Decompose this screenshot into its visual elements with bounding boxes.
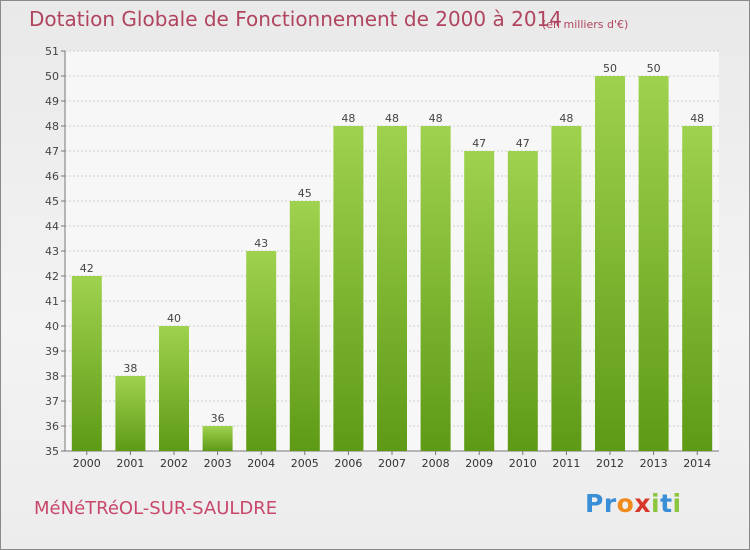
bar-value-label: 47 <box>516 137 530 150</box>
y-tick-label: 46 <box>45 170 59 183</box>
logo-letter: i <box>672 489 682 518</box>
x-tick-label: 2010 <box>509 457 537 470</box>
bar-value-label: 43 <box>254 237 268 250</box>
bar-value-label: 38 <box>123 362 137 375</box>
logo-letter: P <box>585 489 604 518</box>
y-tick-label: 51 <box>45 45 59 58</box>
bar-value-label: 50 <box>603 62 617 75</box>
y-tick-label: 44 <box>45 220 59 233</box>
x-tick-label: 2005 <box>291 457 319 470</box>
logo-letter: r <box>603 489 617 518</box>
proxiti-logo: Proxiti <box>585 489 682 518</box>
y-tick-label: 36 <box>45 420 59 433</box>
bar-value-label: 48 <box>341 112 355 125</box>
bar-value-label: 36 <box>211 412 225 425</box>
bar <box>638 76 669 451</box>
bar <box>159 326 189 451</box>
bar <box>551 126 582 451</box>
x-tick-label: 2009 <box>465 457 493 470</box>
chart-title: Dotation Globale de Fonctionnement de 20… <box>29 7 562 31</box>
logo-letter: i <box>651 489 661 518</box>
bar <box>682 126 713 451</box>
x-tick-label: 2008 <box>422 457 450 470</box>
y-tick-label: 43 <box>45 245 59 258</box>
y-tick-label: 40 <box>45 320 59 333</box>
bar <box>595 76 625 451</box>
commune-name: MéNéTRéOL-SUR-SAULDRE <box>34 498 278 519</box>
logo-letter: x <box>634 489 651 518</box>
bar-value-label: 48 <box>385 112 399 125</box>
bar-value-label: 50 <box>647 62 661 75</box>
logo-letter: t <box>660 489 673 518</box>
x-tick-label: 2006 <box>334 457 362 470</box>
y-tick-label: 39 <box>45 345 59 358</box>
logo-letter: o <box>616 489 635 518</box>
x-tick-label: 2011 <box>552 457 580 470</box>
x-tick-label: 2007 <box>378 457 406 470</box>
bar-value-label: 42 <box>80 262 94 275</box>
bar <box>246 251 277 451</box>
x-tick-label: 2004 <box>247 457 275 470</box>
bar-value-label: 40 <box>167 312 181 325</box>
y-tick-label: 50 <box>45 70 59 83</box>
bar-value-label: 48 <box>559 112 573 125</box>
y-tick-label: 35 <box>45 445 59 458</box>
bar <box>420 126 451 451</box>
bar <box>377 126 407 451</box>
y-tick-label: 42 <box>45 270 59 283</box>
x-tick-label: 2014 <box>683 457 711 470</box>
chart-subtitle: (en milliers d'€) <box>542 18 629 31</box>
y-tick-label: 47 <box>45 145 59 158</box>
y-tick-label: 48 <box>45 120 59 133</box>
bar-value-label: 48 <box>429 112 443 125</box>
bar <box>464 151 495 451</box>
x-tick-label: 2003 <box>204 457 232 470</box>
x-tick-label: 2000 <box>73 457 101 470</box>
bar <box>289 201 320 451</box>
x-tick-label: 2002 <box>160 457 188 470</box>
bar <box>115 376 146 451</box>
y-tick-label: 38 <box>45 370 59 383</box>
y-tick-label: 41 <box>45 295 59 308</box>
x-tick-label: 2001 <box>116 457 144 470</box>
bar <box>333 126 364 451</box>
bar <box>202 426 233 451</box>
y-tick-label: 37 <box>45 395 59 408</box>
y-tick-label: 49 <box>45 95 59 108</box>
x-tick-label: 2013 <box>640 457 668 470</box>
bar-value-label: 47 <box>472 137 486 150</box>
bar-value-label: 45 <box>298 187 312 200</box>
y-tick-label: 45 <box>45 195 59 208</box>
bar <box>507 151 538 451</box>
bar-value-label: 48 <box>690 112 704 125</box>
x-tick-label: 2012 <box>596 457 624 470</box>
bar <box>71 276 102 451</box>
